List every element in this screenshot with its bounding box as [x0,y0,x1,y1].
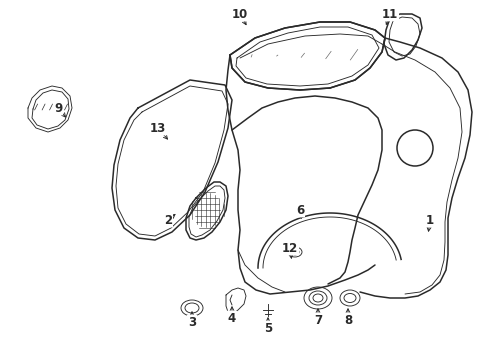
Text: 12: 12 [282,242,298,255]
Text: 7: 7 [314,314,322,327]
Text: 4: 4 [228,311,236,324]
Text: 9: 9 [54,102,62,114]
Text: 10: 10 [232,8,248,21]
Text: 5: 5 [264,321,272,334]
Text: 6: 6 [296,203,304,216]
Text: 2: 2 [164,213,172,226]
Text: 1: 1 [426,213,434,226]
Text: 11: 11 [382,8,398,21]
Text: 13: 13 [150,122,166,135]
Text: 8: 8 [344,314,352,327]
Text: 3: 3 [188,315,196,328]
